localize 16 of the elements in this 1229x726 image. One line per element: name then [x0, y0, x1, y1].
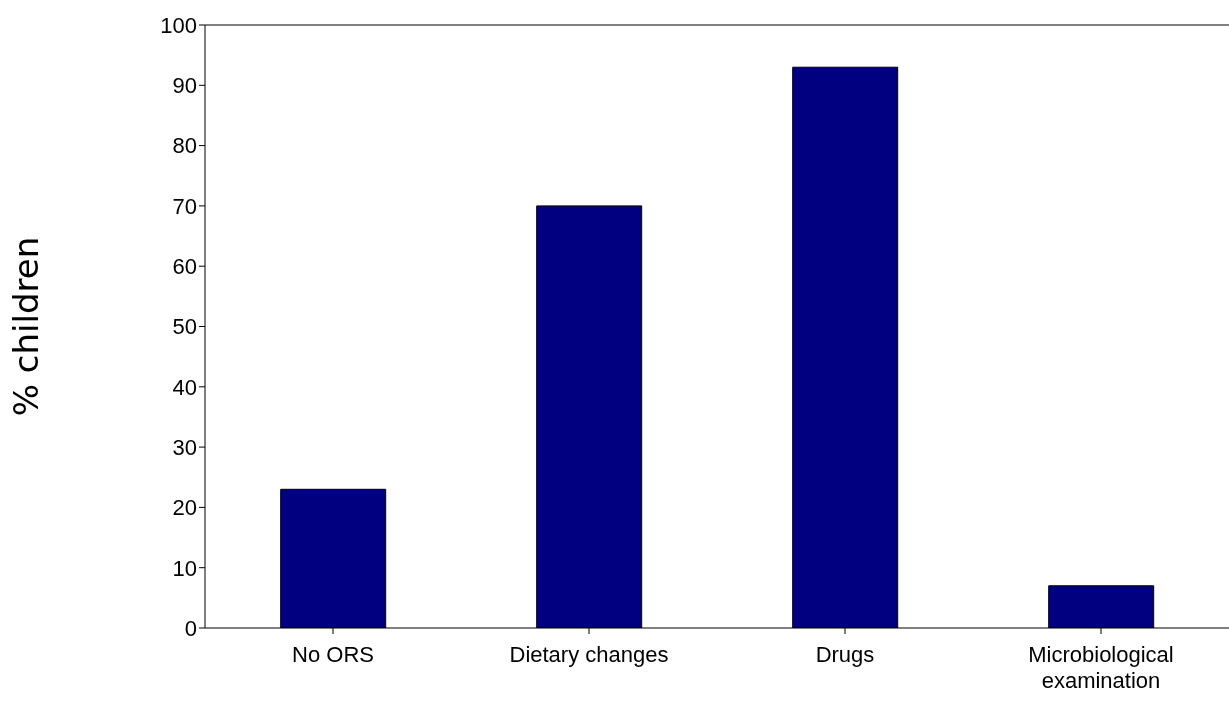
- y-tick-label: 90: [172, 73, 197, 99]
- x-tick-label: Dietary changes: [509, 642, 669, 667]
- y-tick-label: 80: [172, 133, 197, 159]
- y-tick-label: 10: [172, 555, 197, 581]
- y-tick-label: 50: [172, 314, 197, 340]
- x-tick-label: No ORS: [292, 642, 374, 667]
- y-tick-label: 0: [184, 615, 197, 641]
- y-tick-label: 30: [172, 434, 197, 460]
- y-tick-label: 100: [160, 12, 197, 38]
- y-tick-label: 40: [172, 374, 197, 400]
- y-tick-label: 70: [172, 193, 197, 219]
- x-tick-label: Drugs: [815, 642, 875, 667]
- y-tick-label: 60: [172, 254, 197, 280]
- y-tick-label: 20: [172, 495, 197, 521]
- y-axis-title: % children: [6, 236, 47, 417]
- x-tick-label: Microbiological examination: [1028, 642, 1174, 693]
